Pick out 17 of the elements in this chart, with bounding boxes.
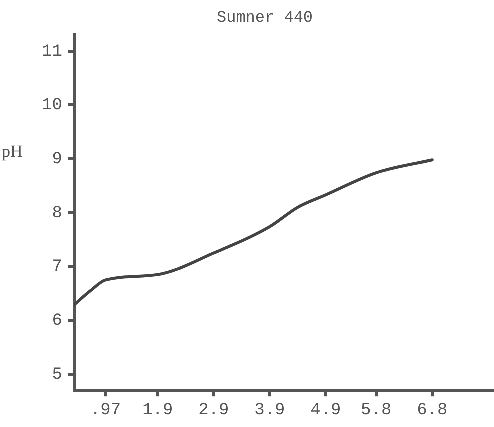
x-tick-label: 6.8 — [417, 401, 448, 420]
y-tick-label: 6 — [52, 312, 62, 332]
x-tick-label: 2.9 — [198, 401, 230, 420]
x-tick-label: 1.9 — [142, 401, 174, 420]
x-tick-label: 3.9 — [254, 401, 286, 420]
y-tick-label: 7 — [52, 258, 62, 278]
y-axis-title: pH — [2, 142, 23, 161]
x-tick-label: .97 — [90, 401, 122, 420]
x-tick-label: 5.8 — [361, 401, 392, 420]
y-tick-label: 8 — [52, 204, 62, 224]
y-tick-label: 5 — [52, 366, 62, 385]
y-tick-label: 9 — [52, 150, 62, 170]
y-tick-label: 10 — [42, 96, 62, 116]
chart-title: Sumner 440 — [216, 8, 314, 27]
line-series — [74, 158, 434, 306]
y-tick-label: 11 — [42, 42, 62, 62]
x-tick-label: 4.9 — [310, 401, 342, 420]
